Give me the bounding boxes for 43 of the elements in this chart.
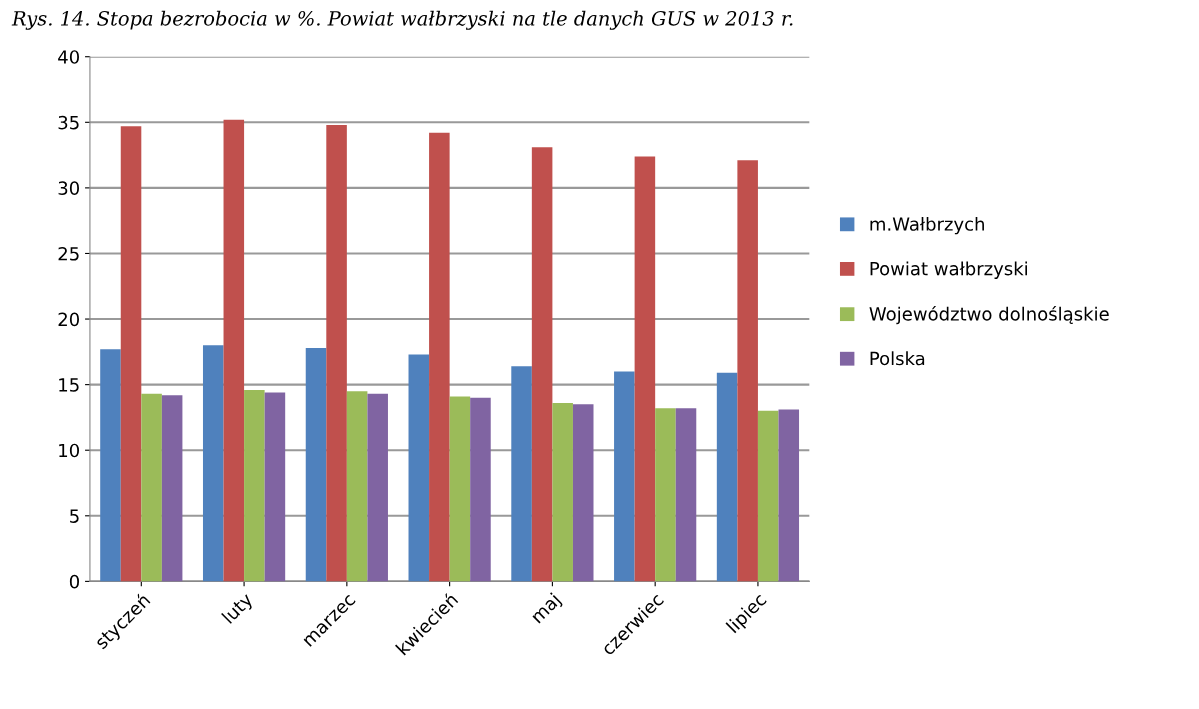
legend-label: Polska bbox=[870, 351, 925, 366]
bar bbox=[449, 396, 471, 582]
bar bbox=[531, 147, 553, 582]
y-tick-label: 35 bbox=[58, 115, 79, 130]
y-tick-label: 0 bbox=[69, 574, 79, 589]
bar bbox=[367, 393, 388, 582]
y-tick-label: 25 bbox=[58, 246, 79, 261]
bar bbox=[120, 126, 142, 582]
bar bbox=[778, 409, 800, 582]
bar bbox=[470, 397, 491, 582]
y-tick-label: 30 bbox=[58, 181, 79, 195]
bar bbox=[511, 366, 532, 582]
chart-title: Rys. 14. Stopa bezrobocia w %. Powiat wałbrzyski na tle danych GUS w 2013 r. bbox=[11, 10, 793, 30]
bar bbox=[305, 347, 327, 582]
bar bbox=[655, 408, 676, 582]
bar bbox=[614, 371, 635, 582]
legend-label: Powiat wałbrzyski bbox=[870, 261, 1027, 279]
bar bbox=[408, 354, 430, 582]
bar bbox=[202, 345, 224, 582]
bar bbox=[552, 403, 573, 582]
bar bbox=[161, 395, 183, 582]
bar bbox=[264, 392, 286, 582]
y-tick-label: 10 bbox=[59, 443, 79, 458]
legend-label: Województwo dolnośląskie bbox=[869, 306, 1109, 325]
bar bbox=[100, 349, 121, 582]
bar bbox=[429, 132, 450, 582]
y-tick-label: 15 bbox=[59, 378, 79, 392]
bar bbox=[716, 372, 738, 582]
bar bbox=[572, 404, 594, 582]
bar bbox=[634, 156, 656, 582]
bar bbox=[223, 119, 245, 582]
y-tick-label: 40 bbox=[58, 50, 79, 64]
bar bbox=[757, 410, 779, 582]
bar bbox=[737, 160, 758, 582]
y-tick-label: 5 bbox=[70, 509, 79, 523]
x-tick-label: luty bbox=[221, 591, 257, 627]
bar bbox=[326, 124, 347, 582]
y-tick-label: 20 bbox=[58, 312, 79, 327]
bar bbox=[141, 393, 162, 582]
legend-label: m.Wałbrzych bbox=[870, 216, 984, 235]
bar bbox=[346, 391, 368, 582]
bar bbox=[244, 389, 265, 582]
bar bbox=[675, 408, 697, 582]
